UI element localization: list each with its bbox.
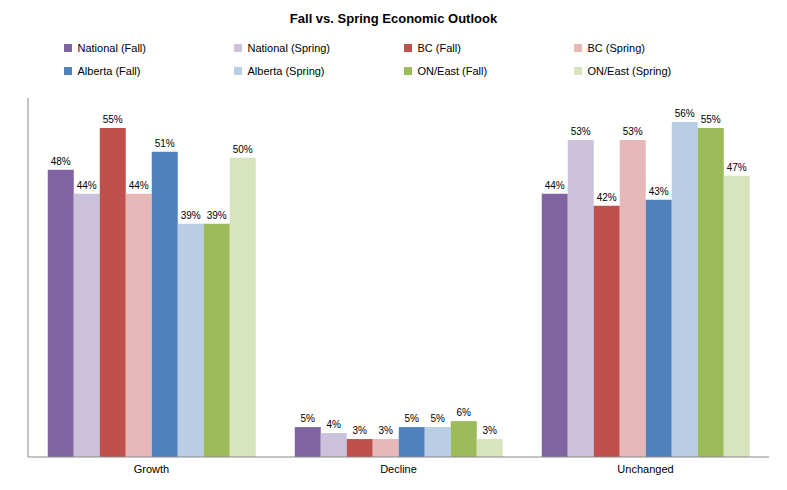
svg-text:3%: 3% [353, 425, 368, 436]
svg-text:44%: 44% [77, 180, 97, 191]
svg-text:6%: 6% [457, 407, 472, 418]
svg-text:Decline: Decline [380, 463, 417, 475]
svg-text:55%: 55% [701, 114, 721, 125]
svg-text:44%: 44% [545, 180, 565, 191]
html-text:National (Spring): National (Spring) [247, 41, 330, 54]
html-text:ON/East (Fall): ON/East (Fall) [417, 64, 488, 77]
svg-text:3%: 3% [379, 425, 394, 436]
svg-text:56%: 56% [675, 108, 695, 119]
svg-text:55%: 55% [103, 114, 123, 125]
svg-text:5%: 5% [405, 413, 420, 424]
svg-text:4%: 4% [327, 419, 342, 430]
svg-text:42%: 42% [597, 192, 617, 203]
svg-text:51%: 51% [155, 138, 175, 149]
html-text:National (Fall): National (Fall) [77, 41, 146, 54]
html-text:Alberta (Fall): Alberta (Fall) [77, 64, 141, 77]
svg-text:39%: 39% [181, 210, 201, 221]
svg-text:3%: 3% [483, 425, 498, 436]
svg-text:50%: 50% [233, 144, 253, 155]
svg-text:Unchanged: Unchanged [617, 463, 673, 475]
html-text:Fall vs. Spring Economic Outlo: Fall vs. Spring Economic Outlook [289, 11, 498, 26]
svg-text:44%: 44% [129, 180, 149, 191]
svg-text:53%: 53% [623, 126, 643, 137]
svg-text:53%: 53% [571, 126, 591, 137]
svg-text:39%: 39% [207, 210, 227, 221]
svg-text:47%: 47% [727, 162, 747, 173]
svg-text:5%: 5% [431, 413, 446, 424]
html-text:ON/East (Spring): ON/East (Spring) [587, 64, 672, 77]
html-text:BC (Fall): BC (Fall) [417, 41, 461, 54]
html-text:BC (Spring): BC (Spring) [587, 41, 645, 54]
svg-text:5%: 5% [301, 413, 316, 424]
html-text:Alberta (Spring): Alberta (Spring) [247, 64, 325, 77]
svg-text:Growth: Growth [134, 463, 169, 475]
svg-text:43%: 43% [649, 186, 669, 197]
svg-text:48%: 48% [51, 156, 71, 167]
